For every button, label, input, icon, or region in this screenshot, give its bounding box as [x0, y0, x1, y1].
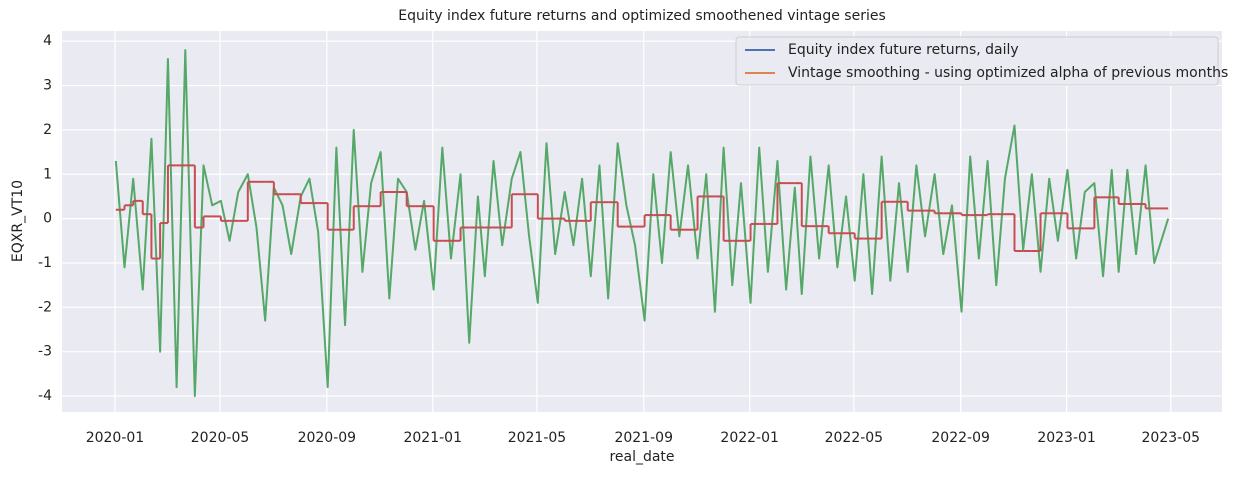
series-line [114, 49, 1170, 398]
x-tick-label: 2020-01 [86, 430, 145, 446]
x-tick-label: 2023-05 [1142, 430, 1201, 446]
x-axis-label: real_date [609, 449, 674, 465]
x-tick-label: 2020-09 [298, 430, 357, 446]
y-axis-label: EQXR_VT10 [10, 180, 26, 262]
axes: -4 -3 -2 -1 0 1 2 3 4 2020-01 2020-05 2020-09 2021-0… [38, 33, 1200, 446]
lines [114, 49, 1170, 398]
chart-title: Equity index future returns and optimize… [398, 8, 886, 24]
legend-box [735, 36, 1219, 86]
y-tick-label: 1 [43, 166, 52, 182]
y-tick-label: 4 [43, 33, 52, 49]
y-tick-label: -3 [38, 344, 52, 360]
x-tick-label: 2022-09 [931, 430, 990, 446]
x-tick-label: 2020-05 [191, 430, 250, 446]
y-tick-label: 3 [43, 78, 52, 94]
y-tick-label: -4 [38, 388, 52, 404]
y-tick-label: -2 [38, 299, 52, 315]
x-tick-label: 2022-01 [720, 430, 779, 446]
y-tick-label: -1 [38, 255, 52, 271]
y-tick-label: 2 [43, 122, 52, 138]
x-tick-label: 2021-05 [508, 430, 567, 446]
x-tick-label: 2023-01 [1037, 430, 1096, 446]
x-tick-label: 2021-09 [614, 430, 673, 446]
legend: Equity index future returns, daily Vintag… [735, 36, 1228, 86]
x-tick-label: 2021-01 [403, 430, 462, 446]
x-tick-label: 2022-05 [825, 430, 884, 446]
y-tick-label: 0 [43, 211, 52, 227]
legend-label: Vintage smoothing - using optimized alph… [788, 65, 1228, 81]
legend-label: Equity index future returns, daily [788, 42, 1019, 58]
